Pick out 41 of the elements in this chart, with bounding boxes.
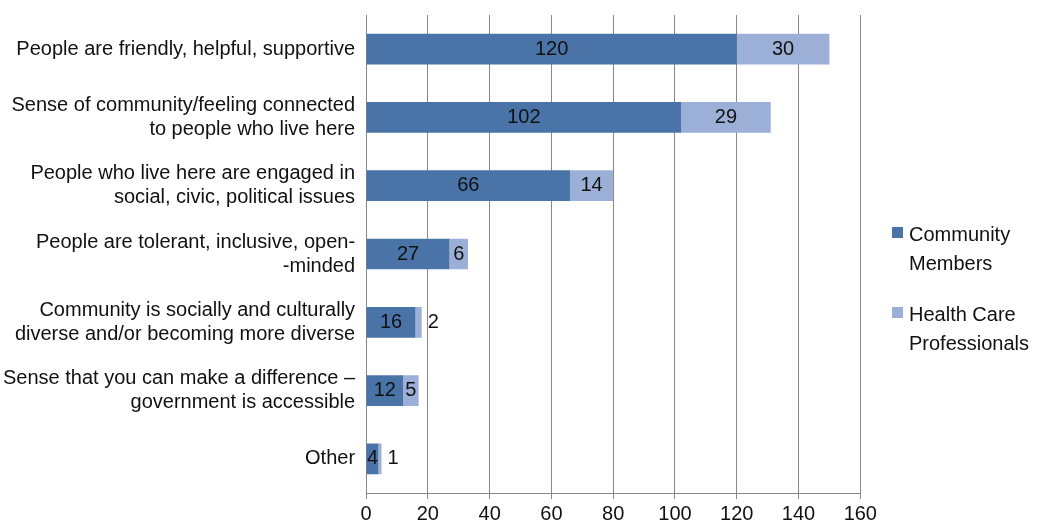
bar bbox=[378, 443, 382, 475]
data-label: 5 bbox=[405, 378, 417, 401]
data-label: 66 bbox=[457, 173, 480, 196]
data-label: 102 bbox=[507, 104, 541, 127]
y-tick-label: People who live here are engaged in social, civic, political issues bbox=[30, 161, 356, 208]
bar bbox=[366, 170, 570, 202]
bar bbox=[366, 102, 682, 133]
x-tick-label: 20 bbox=[416, 501, 439, 524]
bar bbox=[366, 306, 416, 338]
data-label: 4 bbox=[366, 446, 379, 469]
data-label: 16 bbox=[379, 309, 403, 332]
bar bbox=[736, 33, 830, 65]
bar bbox=[415, 306, 422, 338]
data-label: 30 bbox=[771, 36, 795, 59]
data-label: 29 bbox=[714, 104, 738, 127]
x-tick-label: 140 bbox=[781, 501, 816, 524]
x-tick-label: 100 bbox=[658, 501, 692, 524]
x-tick-label: 80 bbox=[602, 501, 625, 524]
data-label: 2 bbox=[427, 309, 439, 332]
x-tick-label: 60 bbox=[540, 501, 563, 524]
x-tick-label: 0 bbox=[360, 501, 372, 524]
data-label: 27 bbox=[396, 241, 420, 264]
data-label: 6 bbox=[453, 241, 465, 264]
x-tick-label: 120 bbox=[720, 501, 754, 524]
bar bbox=[366, 238, 450, 270]
y-tick-label: Other bbox=[305, 446, 356, 469]
y-tick-label: Sense of community/feeling connected to people who live here bbox=[11, 92, 356, 139]
x-tick-label: 160 bbox=[843, 501, 877, 524]
x-tick-label: 40 bbox=[478, 501, 501, 524]
y-tick-label: Sense that you can make a difference – government is accessible bbox=[2, 366, 356, 413]
y-tick-label: People are friendly, helpful, supportive bbox=[16, 36, 356, 59]
legend-label: Health Care Professionals bbox=[909, 302, 1031, 356]
data-label: 14 bbox=[580, 173, 603, 196]
bar bbox=[366, 33, 737, 65]
y-tick-label: Community is socially and culturally diverse and/or becoming more diverse bbox=[14, 297, 356, 344]
legend-label: Community Members bbox=[909, 222, 1012, 276]
y-tick-label: People are tolerant, inclusive, open- -minded bbox=[35, 229, 356, 276]
data-label: 12 bbox=[373, 378, 396, 401]
bar bbox=[681, 102, 771, 133]
data-label: 1 bbox=[387, 446, 399, 469]
data-label: 120 bbox=[534, 36, 569, 59]
